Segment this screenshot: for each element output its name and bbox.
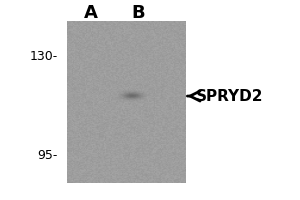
- Text: 130-: 130-: [30, 50, 58, 63]
- Text: A: A: [84, 4, 98, 22]
- Text: 95-: 95-: [38, 149, 58, 162]
- Text: SPRYD2: SPRYD2: [196, 89, 264, 104]
- Text: B: B: [131, 4, 145, 22]
